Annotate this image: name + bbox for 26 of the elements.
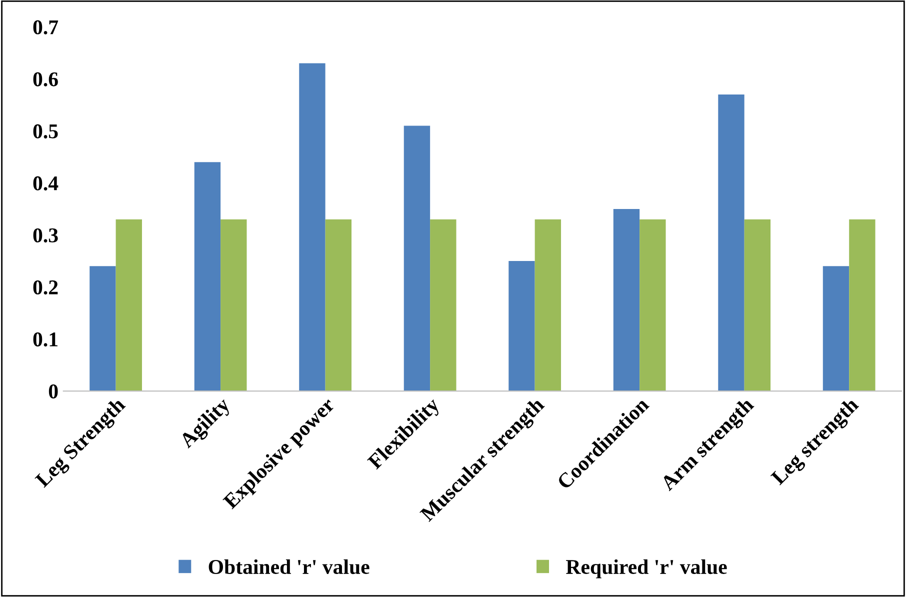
bar: [430, 219, 456, 392]
bar: [718, 94, 744, 392]
bar: [822, 266, 850, 392]
bar: [640, 219, 666, 392]
y-tick-label: 0.4: [33, 176, 58, 190]
bar: [404, 126, 430, 392]
bar: [325, 219, 352, 392]
y-tick-label: 0.1: [33, 332, 58, 347]
legend-label: Required 'r' value: [566, 559, 727, 578]
y-tick-label: 0.6: [33, 72, 58, 86]
bar: [534, 219, 562, 392]
y-tick-label: 0.2: [33, 280, 58, 295]
bar: [849, 219, 876, 392]
y-tick-label: 0.7: [33, 20, 58, 34]
bar: [508, 260, 535, 392]
y-tick-label: 0.3: [33, 228, 58, 242]
bar: [220, 219, 247, 392]
legend-label: Obtained 'r' value: [208, 559, 370, 574]
bar: [613, 208, 640, 392]
bar: [299, 63, 326, 392]
y-tick-label: 0.5: [33, 124, 58, 138]
bar: [90, 266, 116, 392]
y-tick-label: 0: [48, 384, 58, 398]
bar: [744, 219, 771, 392]
bar: [116, 219, 142, 392]
bar: [194, 162, 221, 392]
